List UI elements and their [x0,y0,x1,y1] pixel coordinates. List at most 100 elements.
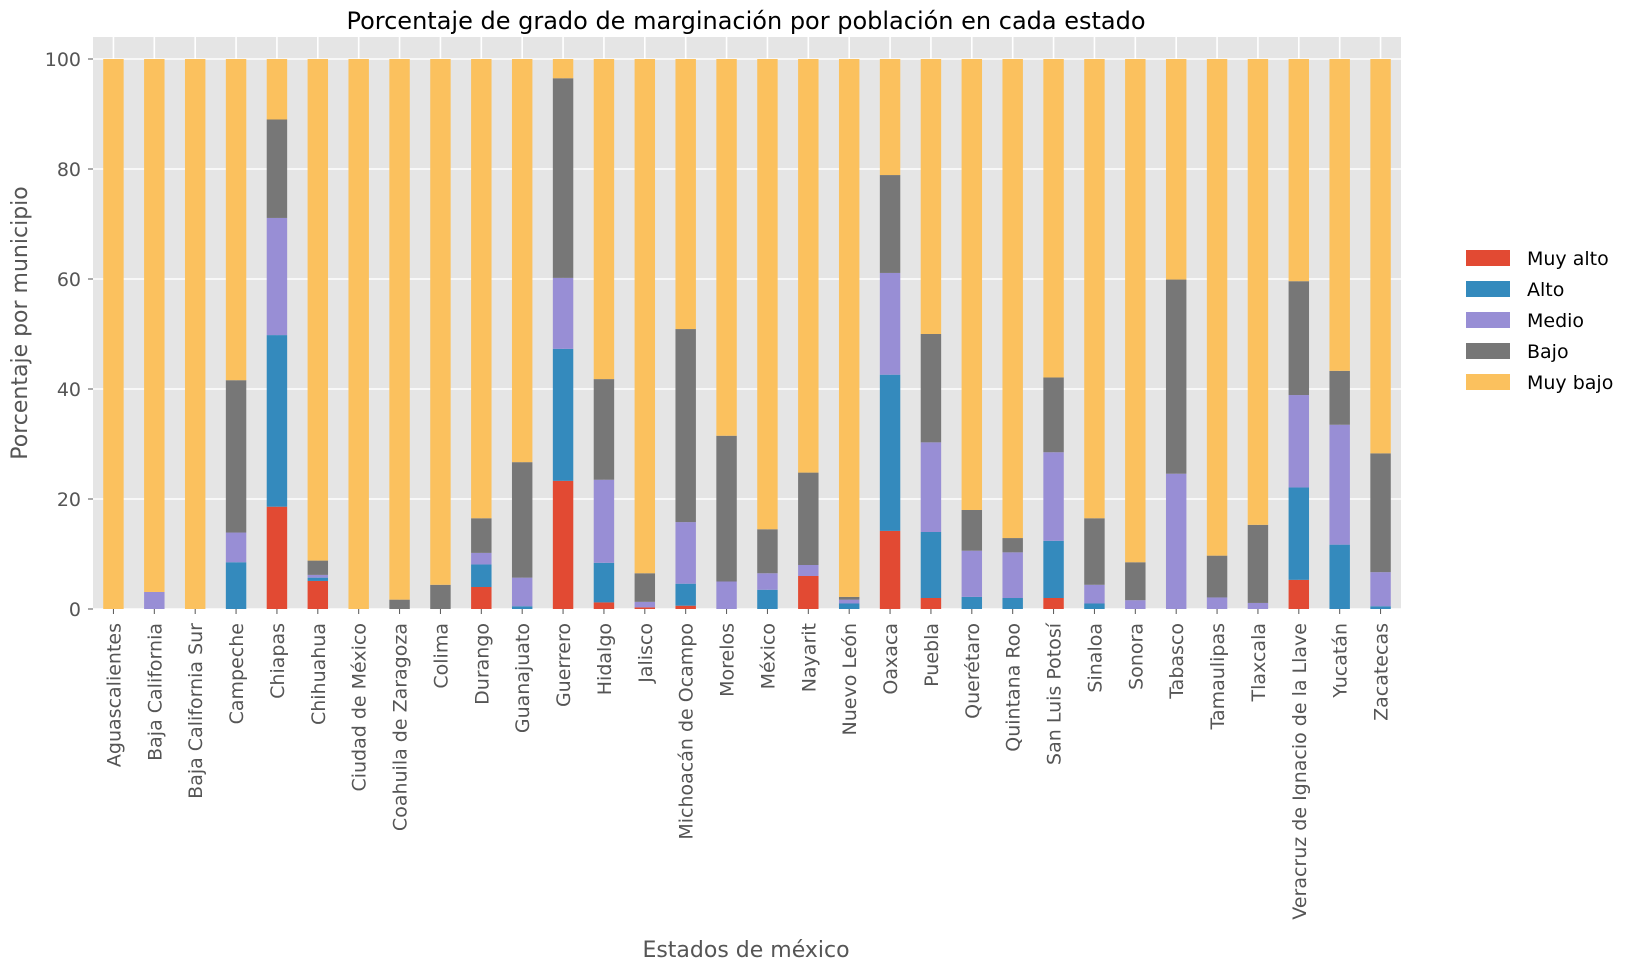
legend-label: Bajo [1527,341,1569,363]
bar-segment-alto [838,603,860,609]
legend-label: Medio [1527,310,1584,332]
x-axis-label: Estados de méxico [642,938,849,963]
x-tick-label: Nuevo León [839,623,861,735]
x-tick-label: Tamaulipas [1207,623,1229,730]
bar-segment-muy-bajo [1247,59,1269,525]
plot-background [93,37,1401,609]
y-axis-label: Porcentaje por municipio [8,186,33,459]
x-tick-label: Ciudad de México [349,623,371,792]
bar-segment-muy-bajo [348,59,369,609]
x-tick-label: Baja California Sur [185,623,207,799]
y-tick-label: 60 [57,269,81,291]
bar-segment-medio [266,217,288,336]
x-axis-ticks: Aguascalientes Baja California Baja Califo… [103,609,1393,920]
bar-segment-bajo [798,472,819,565]
bar-segment-alto [266,335,288,507]
bar-segment-muy-alto [266,506,288,609]
bar-segment-bajo [266,119,288,218]
bar-segment-medio [144,591,165,609]
y-tick-label: 40 [57,379,81,401]
bar-segment-medio [1043,452,1064,541]
y-axis-ticks: 0 20 40 60 80 100 [45,49,93,621]
bar-segment-alto [1084,603,1105,609]
bar-segment-bajo [1288,281,1310,396]
bar-segment-medio [757,573,778,590]
y-tick-label: 0 [69,599,81,621]
bar-segment-muy-bajo [1043,59,1064,378]
bar-segment-bajo [961,510,983,551]
legend-swatch [1466,250,1510,266]
bar-segment-medio [1206,597,1228,609]
bar-segment-muy-bajo [1206,59,1228,556]
bar-segment-medio [1288,395,1310,488]
bar-segment-medio [1247,602,1269,609]
bar-segment-medio [1370,572,1391,607]
x-tick-label: Morelos [717,623,739,697]
bar-segment-alto [961,596,983,609]
bar-segment-muy-alto [307,580,329,609]
bar-segment-muy-bajo [920,59,942,334]
x-tick-label: Nayarit [798,623,820,692]
bar-segment-alto [1370,606,1391,609]
x-tick-label: Guanajuato [512,623,534,733]
bar-segment-medio [225,532,247,563]
legend-label: Alto [1527,279,1564,301]
bar-segment-medio [798,565,819,576]
bar-segment-bajo [430,584,451,609]
bar-segment-muy-bajo [798,59,819,473]
x-tick-label: Coahuila de Zaragoza [390,623,412,831]
x-tick-label: México [757,623,779,689]
x-tick-label: Chiapas [267,623,289,699]
legend-label: Muy bajo [1527,372,1613,394]
bar-segment-muy-bajo [838,59,860,597]
x-tick-label: Durango [471,623,493,705]
bar-segment-medio [675,522,696,584]
bar-segment-bajo [1165,279,1187,474]
bar-segment-medio [552,277,574,349]
bar-segment-alto [552,348,574,481]
x-tick-label: Baja California [144,623,166,761]
bar-segment-alto [593,562,615,603]
bar-segment-bajo [593,379,615,480]
bar-segment-bajo [634,573,656,602]
bar-segment-muy-alto [879,530,901,609]
bar-segment-muy-alto [471,587,492,609]
bar-segment-muy-alto [593,602,615,609]
x-tick-label: Tlaxcala [1248,623,1270,702]
bar-segment-bajo [879,175,901,273]
bar-segment-medio [1084,584,1105,604]
bar-segment-muy-bajo [471,59,492,519]
bar-segment-muy-bajo [184,59,206,609]
legend-swatch [1466,343,1510,359]
x-tick-label: Aguascalientes [103,623,125,767]
bar-segment-alto [920,532,942,598]
x-tick-label: Jalisco [635,623,657,684]
x-tick-label: Sinaloa [1084,623,1106,693]
bar-segment-bajo [1002,538,1023,553]
bar-segment-medio [1125,600,1146,609]
bar-segment-muy-bajo [634,59,656,574]
bar-segment-alto [1329,544,1350,609]
bar-segment-muy-bajo [1329,59,1350,371]
x-tick-label: Zacatecas [1371,623,1393,721]
bar-segment-muy-alto [552,480,574,609]
bar-segment-bajo [716,435,737,582]
bar-segment-alto [879,374,901,531]
bar-segment-medio [471,552,492,565]
bar-segment-bajo [1329,370,1350,425]
bar-segment-muy-bajo [307,59,329,561]
bar-segment-bajo [471,518,492,553]
bar-segment-bajo [1370,453,1391,573]
x-tick-label: Guerrero [553,623,575,707]
x-tick-label: Campeche [226,623,248,724]
bar-segment-muy-alto [1288,579,1310,609]
bar-segment-bajo [389,599,410,609]
x-tick-label: Puebla [921,623,943,687]
x-tick-label: Hidalgo [594,623,616,695]
x-tick-label: Colima [430,623,452,689]
bar-segment-alto [225,562,247,609]
bar-segment-muy-bajo [675,59,696,330]
bar-segment-alto [511,606,533,609]
legend-swatch [1466,312,1510,328]
